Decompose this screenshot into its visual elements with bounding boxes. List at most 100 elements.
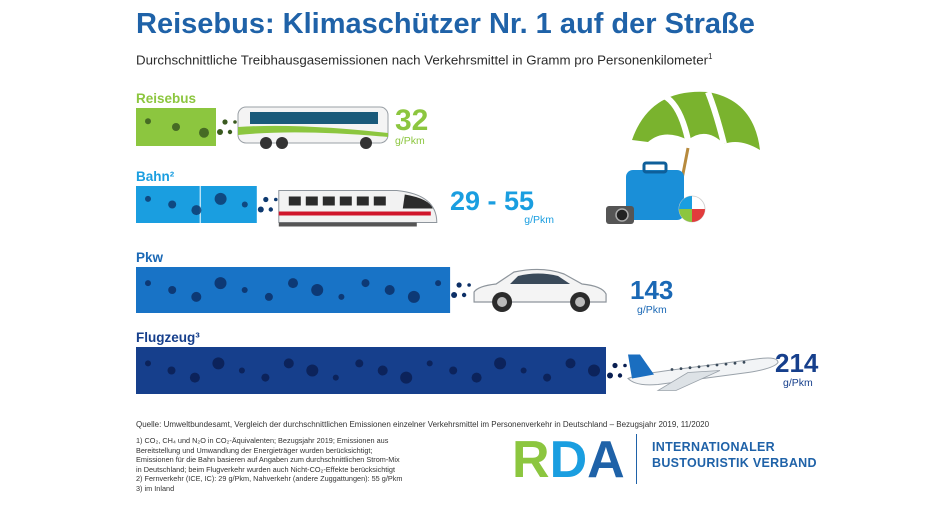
value-label: 214 [775, 348, 819, 378]
footnote-line: 1) CO₂, CH₄ und N₂O in CO₂-Äquivalenten;… [136, 436, 389, 445]
smoke-puff [449, 366, 458, 375]
exhaust-puff [461, 292, 467, 298]
smoke-puff [332, 374, 339, 381]
exhaust-puff [217, 129, 223, 135]
wheel [276, 137, 288, 149]
logo-divider [636, 434, 637, 484]
wheel [360, 137, 372, 149]
bar [136, 267, 451, 313]
unit-label: g/Pkm [783, 377, 813, 389]
logo-letter: R [512, 433, 550, 483]
suitcase-handle [642, 161, 668, 174]
category-label: Bahn² [136, 169, 175, 184]
logo-text: RDA [512, 433, 625, 483]
org-name-line1: INTERNATIONALER [652, 440, 776, 454]
smoke-puff [377, 365, 388, 376]
smoke-puff [407, 290, 420, 303]
exhaust-puff [467, 283, 471, 287]
airplane-icon [627, 354, 779, 391]
smoke-puff [565, 358, 576, 369]
exhaust-puff [222, 119, 228, 125]
smoke-puff [241, 201, 248, 208]
plane-window [688, 366, 692, 370]
unit-label: g/Pkm [637, 304, 667, 316]
category-label: Reisebus [136, 91, 196, 106]
smoke-puff [306, 364, 319, 377]
smoke-puff [214, 192, 227, 205]
umbrella-canopy [632, 91, 760, 150]
car-icon [473, 268, 607, 312]
smoke-puff [338, 293, 345, 300]
train-window [339, 196, 352, 206]
smoke-puff [214, 277, 227, 290]
org-name-line2: BUSTOURISTIK VERBAND [652, 456, 817, 470]
train-window [288, 196, 301, 206]
smoke-puff [288, 278, 298, 289]
ball-segment [692, 209, 705, 222]
exhaust-puff [257, 206, 264, 213]
smoke-puff [261, 373, 270, 382]
smoke-puff [145, 195, 151, 202]
bar-segment-nahverkehr [200, 186, 257, 223]
train-stripe [278, 211, 431, 216]
smoke-puff [355, 359, 364, 368]
bus-windows [250, 112, 378, 124]
smoke-puff [212, 357, 225, 370]
wheel [260, 137, 272, 149]
plane-window [697, 365, 701, 369]
plane-window [706, 364, 710, 368]
plane-window [742, 360, 746, 364]
train-window [373, 196, 386, 206]
unit-label: g/Pkm [395, 135, 425, 147]
train-window [305, 196, 318, 206]
footnotes: 1) CO₂, CH₄ und N₂O in CO₂-Äquivalenten;… [136, 436, 466, 494]
bar-segment-fernverkehr [136, 186, 200, 223]
page-subtitle: Durchschnittliche Treibhausgasemissionen… [136, 52, 713, 68]
exhaust-puff [268, 207, 273, 212]
smoke-puff [145, 360, 151, 367]
bus-stripe [238, 125, 388, 137]
smoke-puff [311, 284, 324, 296]
smoke-puff [400, 371, 413, 384]
smoke-puff [191, 205, 202, 216]
rda-logo: RDA [512, 433, 625, 483]
page-title: Reisebus: Klimaschützer Nr. 1 auf der St… [136, 8, 755, 40]
smoke-puff [145, 280, 151, 287]
car-windows [510, 273, 571, 284]
train-chassis [278, 222, 417, 227]
plane-window [724, 362, 728, 366]
smoke-puff [145, 118, 151, 125]
value-label: 143 [630, 275, 673, 305]
suitcase-icon [626, 170, 684, 220]
exhaust-puff [274, 197, 278, 202]
smoke-puff [168, 286, 177, 294]
bus-icon [237, 106, 389, 149]
ball-segment [679, 209, 692, 222]
exhaust-puff [456, 282, 462, 288]
smoke-puff [199, 127, 209, 138]
exhaust-puff [623, 363, 627, 368]
plane-wing [656, 370, 721, 391]
footnote-line: Emissionen für die Bahn basieren auf Ang… [136, 455, 400, 465]
train-window [356, 196, 369, 206]
bar [136, 347, 606, 394]
exhaust-puff [617, 373, 623, 378]
exhaust-puff [451, 292, 458, 298]
smoke-puff [494, 357, 507, 370]
footnote-line: in Deutschland; beim Flugverkehr wurden … [136, 464, 396, 474]
plane-window [733, 361, 737, 365]
plane-window [679, 367, 683, 370]
smoke-puff [264, 292, 273, 301]
smoke-puff [167, 366, 176, 375]
smoke-puff [241, 287, 248, 293]
smoke-puff [361, 279, 370, 288]
smoke-puff [168, 200, 177, 209]
smoke-puff [588, 364, 600, 377]
footnote-line: 2) Fernverkehr (ICE, IC): 29 g/Pkm, Nahv… [136, 474, 403, 484]
train-icon [278, 190, 438, 227]
smoke-puff [238, 367, 245, 374]
beach-ball-icon [678, 195, 706, 223]
exhaust-puff [612, 362, 618, 369]
value-label: 29 - 55 [450, 186, 534, 216]
